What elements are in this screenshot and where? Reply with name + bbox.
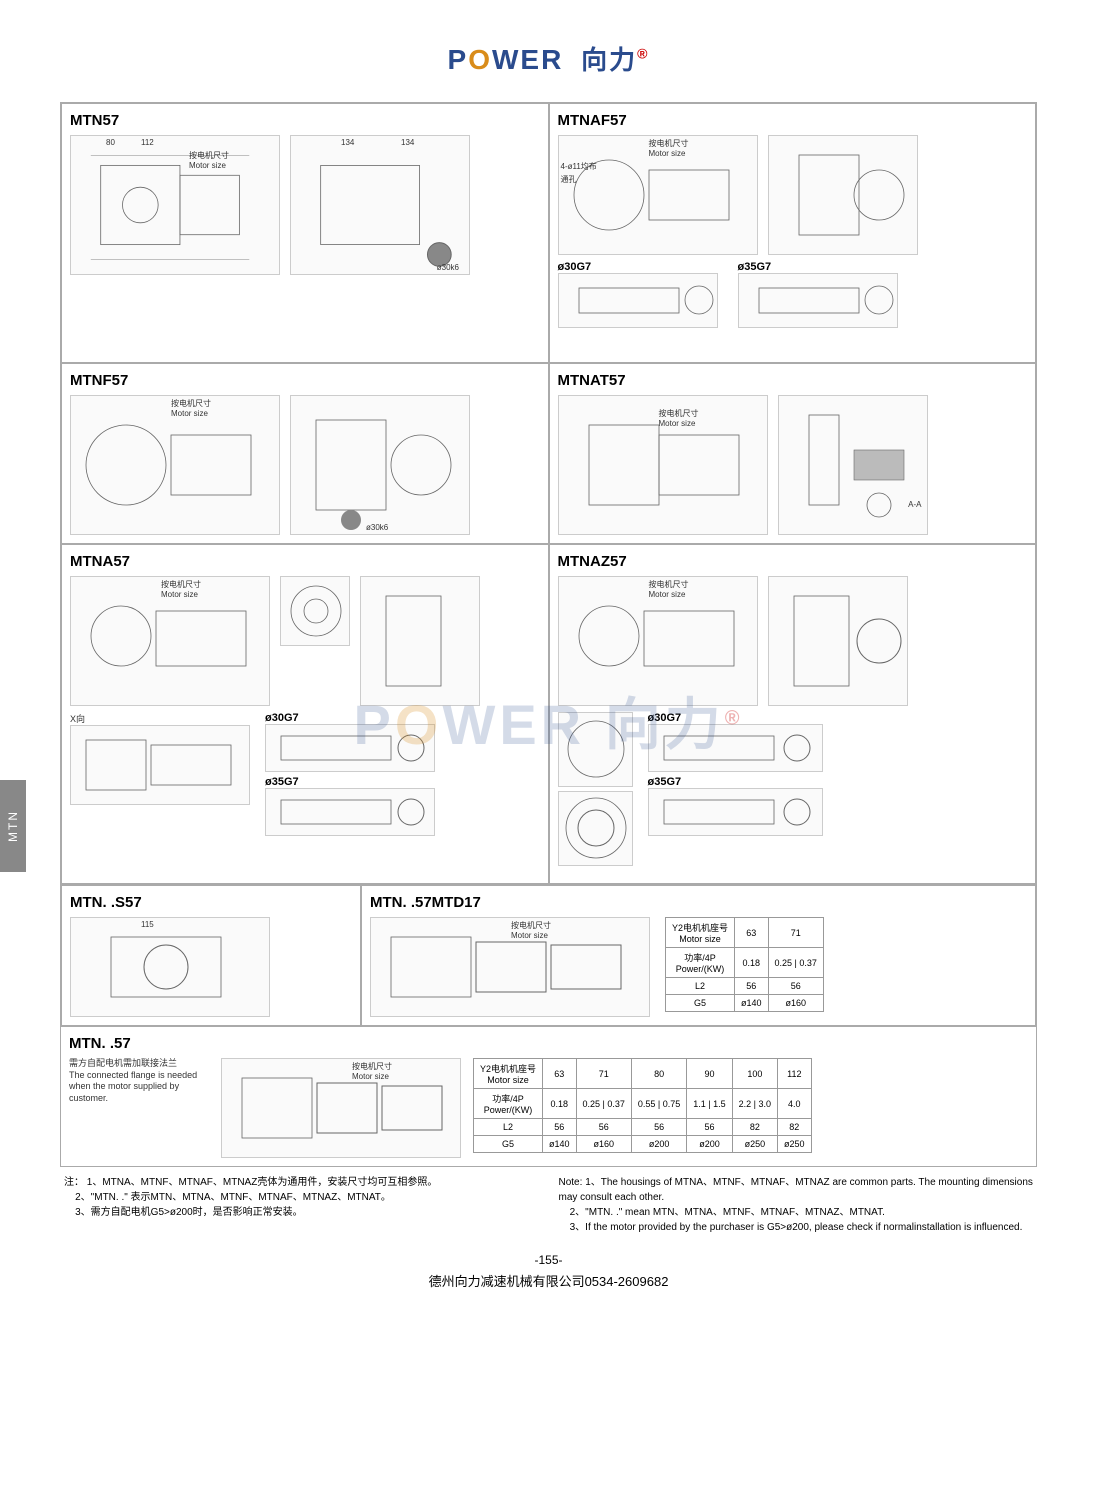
notes: 注： 1、MTNA、MTNF、MTNAF、MTNAZ壳体为通用件，安装尺寸均可互… (60, 1167, 1037, 1243)
shaft-35g7-af: ø35G7 (738, 261, 898, 273)
company-info: 德州向力减速机械有限公司0534-2609682 (60, 1271, 1037, 1290)
title-mtns57: MTN. .S57 (70, 894, 352, 911)
side-tab: MTN (0, 780, 26, 872)
shaft-30g7-a: ø30G7 (265, 712, 435, 724)
logo-reg: ® (637, 46, 649, 62)
logo-o: O (468, 44, 492, 75)
title-mtn-57: MTN. .57 (69, 1035, 1028, 1052)
title-mtnf57: MTNF57 (70, 372, 540, 389)
shaft-30g7-az: ø30G7 (648, 712, 823, 724)
notes-cn-label: 注： (64, 1177, 84, 1188)
page-number: -155- (60, 1253, 1037, 1267)
logo-cn: 向力 (581, 45, 637, 75)
note-cn: 需方自配电机需加联接法兰 (69, 1058, 209, 1070)
drawings-grid: MTN57 80 112 按电机尺寸 Motor size (60, 102, 1037, 885)
row-s57-mtd17: MTN. .S57 115 MTN. .57MTD17 按电机尺寸 Motor … (60, 885, 1037, 1027)
table-mtn57: Y2电机机座号 Motor size 63 71 80 90 100 112 功… (473, 1058, 812, 1153)
xview-label: X向 (70, 712, 250, 725)
note-en: The connected flange is needed when the … (69, 1070, 209, 1105)
shaft-35g7-az: ø35G7 (648, 776, 823, 788)
cell-mtnaz57: MTNAZ57 按电机尺寸 Motor size ø30G7 (549, 544, 1037, 884)
title-mtnat57: MTNAT57 (558, 372, 1028, 389)
title-mtnaz57: MTNAZ57 (558, 553, 1028, 570)
title-mtna57: MTNA57 (70, 553, 540, 570)
shaft-35g7-a: ø35G7 (265, 776, 435, 788)
note-en-1: 1、The housings of MTNA、MTNF、MTNAF、MTNAZ … (559, 1177, 1033, 1203)
cell-mtns57: MTN. .S57 115 (61, 885, 361, 1026)
logo-p: P (448, 44, 469, 75)
note-cn-1: 1、MTNA、MTNF、MTNAF、MTNAZ壳体为通用件，安装尺寸均可互相参照… (87, 1177, 438, 1188)
note-en-3: 3、If the motor provided by the purchaser… (570, 1222, 1023, 1233)
title-mtn57mtd17: MTN. .57MTD17 (370, 894, 1027, 911)
note-cn-2: 2、"MTN. ." 表示MTN、MTNA、MTNF、MTNAF、MTNAZ、M… (75, 1192, 391, 1203)
notes-en-label: Note: (559, 1177, 583, 1188)
title-mtnaf57: MTNAF57 (558, 112, 1028, 129)
table-mtd17: Y2电机机座号 Motor size6371 功率/4P Power/(KW)0… (665, 917, 824, 1012)
cell-mtn-57: MTN. .57 需方自配电机需加联接法兰 The connected flan… (60, 1027, 1037, 1167)
cell-mtnf57: MTNF57 按电机尺寸 Motor size ø30k6 (61, 363, 549, 544)
cell-mtn57: MTN57 80 112 按电机尺寸 Motor size (61, 103, 549, 363)
cell-mtnaf57: MTNAF57 按电机尺寸 Motor size 4-ø11均布 通孔 ø30G… (549, 103, 1037, 363)
logo-wer: WER (492, 44, 563, 75)
title-mtn57: MTN57 (70, 112, 540, 129)
note-en-2: 2、"MTN. ." mean MTN、MTNA、MTNF、MTNAF、MTNA… (570, 1207, 885, 1218)
logo-header: POWER 向力® (60, 40, 1037, 77)
cell-mtn57mtd17: MTN. .57MTD17 按电机尺寸 Motor size Y2电机机座号 M… (361, 885, 1036, 1026)
shaft-30g7-af: ø30G7 (558, 261, 718, 273)
note-cn-3: 3、需方自配电机G5>ø200时，是否影响正常安装。 (75, 1207, 303, 1218)
cell-mtna57: MTNA57 按电机尺寸 Motor size X向 (61, 544, 549, 884)
cell-mtnat57: MTNAT57 按电机尺寸 Motor size A-A (549, 363, 1037, 544)
